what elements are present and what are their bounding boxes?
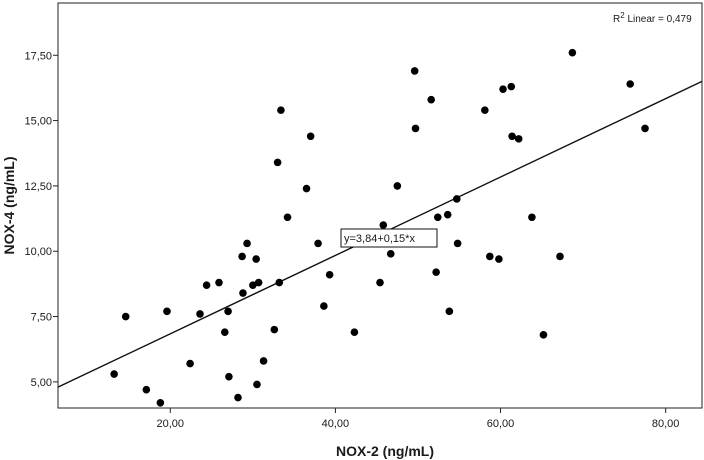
data-point: [427, 95, 435, 104]
data-point: [156, 398, 165, 407]
data-point: [556, 252, 564, 261]
data-point: [252, 255, 260, 263]
data-point: [410, 67, 419, 75]
y-tick-label: 15,00: [24, 116, 52, 128]
data-point: [314, 239, 322, 248]
data-point: [259, 357, 268, 365]
plot-area: [57, 2, 703, 409]
data-point: [432, 268, 440, 276]
y-tick-label: 12,50: [24, 181, 52, 193]
data-point: [142, 385, 151, 394]
data-point: [220, 328, 229, 337]
x-axis-title: NOX-2 (ng/mL): [336, 443, 434, 459]
data-point: [443, 210, 452, 219]
data-point: [273, 158, 282, 167]
data-point: [215, 278, 223, 287]
data-point: [445, 307, 454, 316]
data-point: [325, 270, 334, 279]
annotations: y=3,84+0,15*x R2 Linear = 0,479: [340, 11, 692, 248]
data-point: [508, 132, 516, 141]
data-point: [224, 307, 232, 316]
data-point: [452, 195, 461, 203]
data-point: [186, 359, 194, 368]
x-tick-label: 80,00: [652, 418, 680, 430]
data-point: [243, 239, 251, 248]
data-point: [306, 132, 315, 141]
data-point: [320, 302, 328, 310]
data-point: [481, 106, 489, 114]
data-point: [253, 380, 261, 389]
y-tick-label: 17,50: [24, 50, 52, 62]
data-point: [626, 80, 634, 88]
data-point: [254, 278, 263, 287]
data-point: [568, 48, 577, 57]
y-tick-label: 10,00: [24, 246, 52, 258]
data-point: [507, 82, 516, 91]
plot-border: [57, 2, 703, 409]
data-points: [110, 48, 649, 407]
x-tick-label: 60,00: [487, 418, 515, 430]
x-axis: 20,00 40,00 60,00 80,00: [157, 408, 680, 430]
data-point: [239, 289, 247, 297]
data-point: [386, 250, 395, 258]
data-point: [350, 328, 359, 337]
data-point: [110, 370, 118, 378]
x-tick-label: 40,00: [322, 418, 350, 430]
data-point: [528, 213, 536, 222]
data-point: [495, 255, 503, 263]
data-point: [453, 239, 462, 248]
data-point: [302, 184, 311, 193]
data-point: [283, 213, 292, 222]
data-point: [499, 85, 507, 94]
data-point: [393, 182, 402, 190]
data-point: [486, 252, 494, 261]
data-point: [376, 278, 384, 287]
x-tick-label: 20,00: [157, 418, 185, 430]
data-point: [641, 124, 649, 133]
data-point: [163, 307, 171, 316]
data-point: [225, 372, 233, 381]
data-point: [275, 278, 284, 287]
data-point: [514, 135, 523, 143]
data-point: [277, 106, 285, 114]
data-point: [411, 124, 420, 133]
y-axis: 5,00 7,50 10,00 12,50 15,00 17,50: [24, 50, 58, 389]
data-point: [121, 312, 130, 321]
data-point: [196, 310, 204, 318]
data-point: [238, 252, 246, 261]
data-point: [433, 213, 442, 222]
data-point: [234, 393, 242, 402]
equation-label: y=3,84+0,15*x: [344, 233, 415, 245]
y-tick-label: 7,50: [31, 312, 52, 324]
y-tick-label: 5,00: [31, 377, 52, 389]
y-axis-title: NOX-4 (ng/mL): [1, 157, 17, 255]
data-point: [270, 325, 279, 334]
data-point: [249, 281, 257, 289]
data-point: [379, 221, 388, 229]
data-point: [539, 331, 548, 339]
data-point: [202, 281, 211, 289]
r-squared-label: R2 Linear = 0,479: [613, 11, 692, 25]
equation-box: [340, 228, 438, 248]
